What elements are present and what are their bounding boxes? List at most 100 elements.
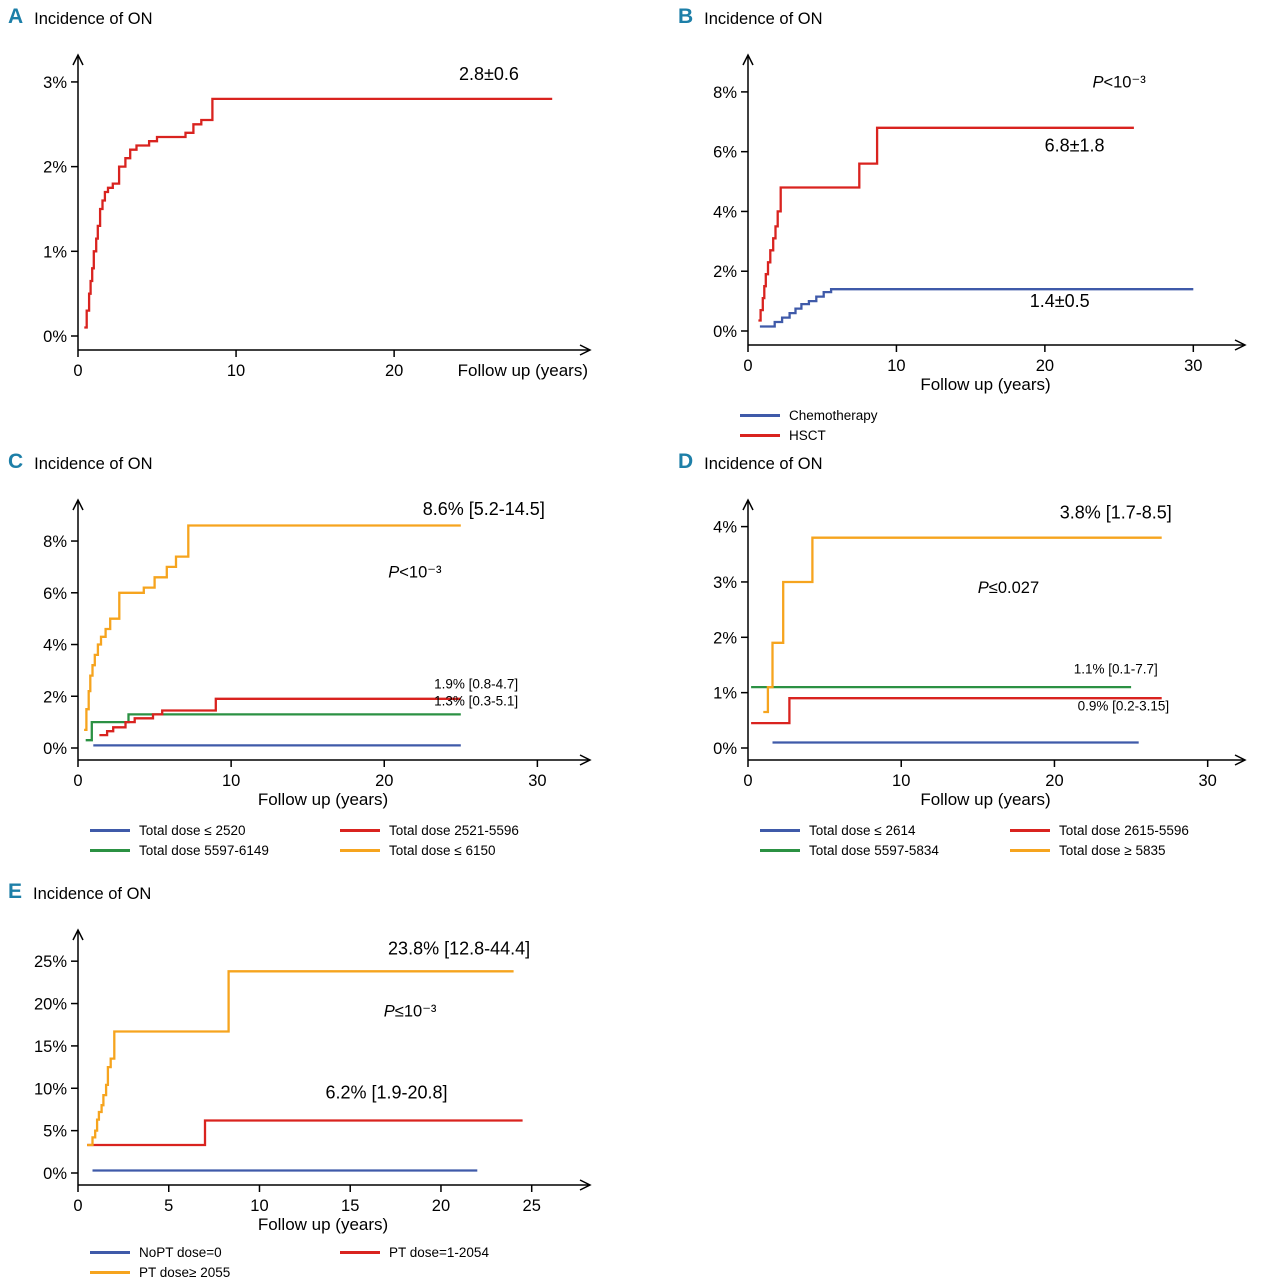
annotation: 1.4±0.5 [1030, 291, 1090, 311]
annotation: 8.6% [5.2-14.5] [423, 499, 545, 519]
y-tick-label: 0% [43, 328, 67, 346]
legend-item: Total dose ≤ 2614 [760, 823, 1010, 838]
x-tick-label: 10 [250, 1197, 268, 1215]
legend-label: Total dose 5597-5834 [809, 843, 939, 858]
legend-swatch [740, 414, 780, 417]
y-tick-label: 2% [43, 159, 67, 177]
annotation: 23.8% [12.8-44.4] [388, 938, 530, 958]
legend-item: Total dose ≥ 5835 [1010, 843, 1261, 858]
y-tick-label: 1% [43, 243, 67, 261]
empty-area [630, 875, 1261, 1280]
y-axis-arrow-icon [72, 498, 84, 511]
legend-item: Total dose 2521-5596 [340, 823, 630, 838]
panel-c: C Incidence of ON 0% 2% 4% 6% 8% 0 10 20 30 Follo… [0, 445, 630, 875]
y-tick-label: 4% [43, 637, 67, 655]
annotation: 6.2% [1.9-20.8] [325, 1082, 447, 1102]
legend-label: HSCT [789, 428, 826, 443]
panel-e: E Incidence of ON 0% 5% 10% 15% 20% 25% 0 5 10 15… [0, 875, 630, 1280]
x-tick-label: 10 [892, 772, 910, 790]
legend-item: Total dose 2615-5596 [1010, 823, 1261, 838]
y-tick-label: 15% [34, 1038, 67, 1056]
legend-item: Total dose ≤ 2520 [90, 823, 340, 838]
annotation: 1.3% [0.3-5.1] [434, 693, 518, 708]
y-tick-label: 8% [713, 84, 737, 102]
panel-b-label: B [678, 5, 694, 28]
y-axis-arrow-icon [742, 498, 754, 511]
x-tick-label: 20 [375, 772, 393, 790]
x-tick-label: 20 [385, 362, 403, 380]
x-axis-arrow-icon [579, 1179, 592, 1191]
legend-b: Chemotherapy HSCT [740, 408, 1261, 443]
legend-swatch [90, 1271, 130, 1274]
legend-label: PT dose=1-2054 [389, 1245, 489, 1260]
legend-swatch [90, 829, 130, 832]
y-axis-arrow-icon [742, 53, 754, 66]
legend-d: Total dose ≤ 2614 Total dose 2615-5596 Tot… [760, 823, 1261, 858]
x-tick-label: 0 [73, 362, 82, 380]
annotation: 2.8±0.6 [459, 64, 519, 84]
x-tick-label: 30 [1184, 357, 1202, 375]
chart-e: 0% 5% 10% 15% 20% 25% 0 5 10 15 20 25 Follow up (yea… [34, 928, 592, 1234]
y-tick-label: 6% [713, 144, 737, 162]
series-curve-orange [763, 536, 1162, 714]
x-tick-label: 30 [528, 772, 546, 790]
x-axis-title: Follow up (years) [920, 790, 1050, 809]
x-axis-arrow-icon [1234, 339, 1247, 351]
chart-c: 0% 2% 4% 6% 8% 0 10 20 30 Follow up (years) 8.6% [… [43, 498, 592, 809]
panel-c-label: C [8, 450, 24, 473]
x-tick-label: 5 [164, 1197, 173, 1215]
panel-a-label: A [8, 5, 24, 28]
legend-label: Total dose ≤ 2520 [139, 823, 246, 838]
y-tick-label: 0% [713, 323, 737, 341]
series-curve-green [85, 713, 461, 742]
chart-d: 0% 1% 2% 3% 4% 0 10 20 30 Follow up (years) 3.8% [… [713, 498, 1247, 809]
annotation: P≤10⁻³ [384, 1002, 437, 1020]
legend-label: Chemotherapy [789, 408, 878, 423]
x-tick-label: 30 [1198, 772, 1216, 790]
legend-label: PT dose≥ 2055 [139, 1265, 231, 1280]
legend-swatch [760, 849, 800, 852]
legend-item: Total dose 5597-5834 [760, 843, 1010, 858]
panel-b: B Incidence of ON 0% 2% 4% 6% 8% 0 10 20 30 Follo… [630, 0, 1261, 445]
legend-swatch [90, 1251, 130, 1254]
y-tick-label: 5% [43, 1123, 67, 1141]
legend-label: Total dose ≥ 5835 [1059, 843, 1166, 858]
y-axis-arrow-icon [72, 53, 84, 66]
y-tick-label: 4% [713, 519, 737, 537]
annotation: P≤0.027 [978, 579, 1039, 597]
annotation: 1.1% [0.1-7.7] [1074, 661, 1158, 676]
series-curve-red [751, 697, 1162, 725]
chart-a: 0% 1% 2% 3% 0 10 20 Follow up (years) 2.8±0.6 [43, 53, 592, 380]
y-tick-label: 10% [34, 1080, 67, 1098]
chart-b: 0% 2% 4% 6% 8% 0 10 20 30 Follow up (years) P<10⁻³… [713, 53, 1247, 394]
x-tick-label: 20 [432, 1197, 450, 1215]
panel-a-y-axis-title: Incidence of ON [34, 10, 153, 28]
y-axis-arrow-icon [72, 928, 84, 941]
panel-b-header: B Incidence of ON [678, 6, 1261, 40]
legend-item: Chemotherapy [740, 408, 1261, 423]
panel-d-header: D Incidence of ON [678, 451, 1261, 485]
x-tick-label: 25 [523, 1197, 541, 1215]
series-curve-blue [759, 288, 1194, 328]
legend-item: Total dose ≤ 6150 [340, 843, 630, 858]
x-tick-label: 0 [73, 772, 82, 790]
panel-a: A Incidence of ON 0% 1% 2% 3% 0 10 20 Follow up… [0, 0, 630, 445]
annotation: 6.8±1.8 [1045, 136, 1105, 156]
legend-item: HSCT [740, 428, 1261, 443]
x-axis-arrow-icon [579, 344, 592, 356]
legend-c: Total dose ≤ 2520 Total dose 2521-5596 Tot… [90, 823, 630, 858]
x-tick-label: 10 [222, 772, 240, 790]
annotation: P<10⁻³ [1092, 73, 1146, 91]
series-curve-red [87, 1119, 523, 1147]
y-tick-label: 2% [43, 688, 67, 706]
y-tick-label: 2% [713, 629, 737, 647]
x-tick-label: 10 [887, 357, 905, 375]
x-tick-label: 20 [1036, 357, 1054, 375]
y-tick-label: 4% [713, 203, 737, 221]
legend-e: NoPT dose=0 PT dose=1-2054 PT dose≥ 2055 [90, 1245, 630, 1280]
x-axis-title: Follow up (years) [920, 375, 1050, 394]
panel-e-y-axis-title: Incidence of ON [33, 885, 152, 903]
x-axis-title: Follow up (years) [258, 790, 388, 809]
annotation: P<10⁻³ [388, 563, 442, 581]
legend-item: PT dose≥ 2055 [90, 1265, 340, 1280]
